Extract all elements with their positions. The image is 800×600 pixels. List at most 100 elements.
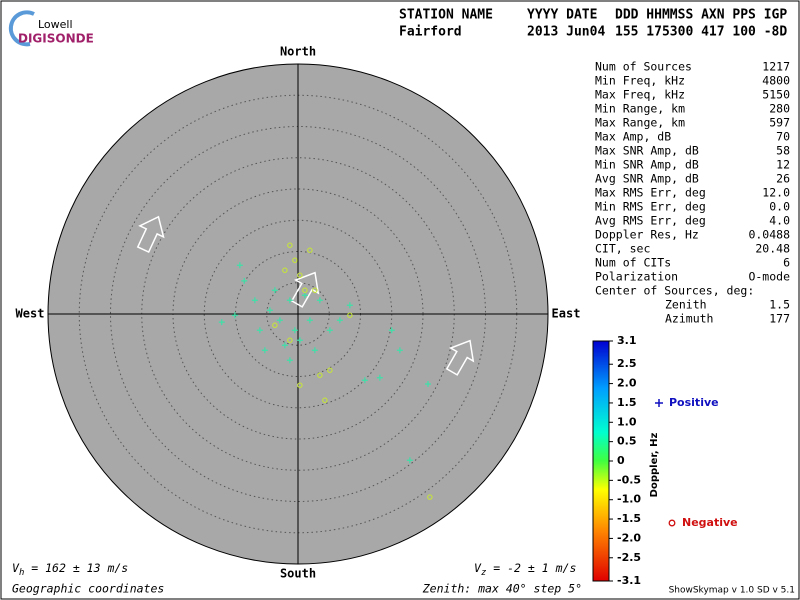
center-value: 1.5 bbox=[769, 298, 790, 312]
vh-sub: h bbox=[19, 568, 24, 578]
header-value: 155 175300 417 100 -8D bbox=[615, 25, 787, 40]
source-point bbox=[271, 287, 278, 294]
stat-label: Num of CITs bbox=[595, 256, 671, 270]
source-point bbox=[312, 287, 318, 293]
source-point bbox=[292, 257, 298, 263]
east-label: East bbox=[552, 307, 581, 321]
north-label: North bbox=[280, 45, 316, 59]
source-point bbox=[301, 292, 308, 299]
vz-symbol: V bbox=[474, 561, 482, 575]
source-point bbox=[425, 381, 431, 387]
source-point bbox=[306, 317, 313, 324]
stat-label: Num of Sources bbox=[595, 60, 692, 74]
stat-value: 4.0 bbox=[769, 214, 790, 228]
drift-arrow bbox=[290, 271, 320, 308]
source-point bbox=[327, 367, 333, 373]
source-point bbox=[272, 322, 278, 328]
legend-entry: Negative bbox=[682, 516, 738, 529]
source-point bbox=[287, 337, 293, 343]
stat-value: O-mode bbox=[748, 270, 790, 284]
source-point bbox=[388, 327, 395, 334]
stat-value: 5150 bbox=[762, 88, 790, 102]
header-label: STATION NAME bbox=[399, 8, 493, 23]
source-point bbox=[286, 297, 293, 304]
header-value: Fairford bbox=[399, 25, 462, 40]
stat-value: 0.0 bbox=[769, 200, 790, 214]
stat-value: 1217 bbox=[762, 60, 790, 74]
source-point bbox=[287, 242, 293, 248]
source-point bbox=[276, 317, 283, 324]
vz-sub: z bbox=[481, 568, 486, 578]
vz-label: Vz = -2 ± 1 m/s bbox=[474, 561, 576, 578]
stat-label: CIT, sec bbox=[595, 242, 650, 256]
colorbar-tick-label: 0 bbox=[617, 454, 625, 467]
colorbar-tick-label: 2.0 bbox=[617, 377, 637, 390]
source-point bbox=[296, 337, 303, 344]
logo-top: Lowell bbox=[38, 18, 73, 31]
stat-value: 4800 bbox=[762, 74, 790, 88]
source-point bbox=[282, 267, 288, 273]
source-point bbox=[236, 262, 243, 269]
stat-label: Max RMS Err, deg bbox=[595, 186, 706, 200]
source-point bbox=[281, 342, 288, 349]
legend-marker bbox=[655, 399, 663, 407]
source-point bbox=[261, 347, 268, 354]
center-label: Azimuth bbox=[665, 312, 713, 326]
stat-value: 280 bbox=[769, 102, 790, 116]
source-point bbox=[311, 347, 318, 354]
stat-label: Max SNR Amp, dB bbox=[595, 144, 699, 158]
legend-entry: Positive bbox=[669, 396, 719, 409]
stat-value: 20.48 bbox=[755, 242, 790, 256]
colorbar-tick-label: 0.5 bbox=[617, 435, 637, 448]
vh-text: = 162 ± 13 m/s bbox=[24, 561, 128, 575]
stat-value: 26 bbox=[776, 172, 790, 186]
stat-value: 70 bbox=[776, 130, 790, 144]
source-point bbox=[396, 347, 403, 354]
source-point bbox=[291, 327, 298, 334]
vh-label: Vh = 162 ± 13 m/s bbox=[12, 561, 128, 578]
source-point bbox=[322, 397, 328, 403]
header-value: 2013 Jun04 bbox=[527, 25, 605, 40]
stat-value: 12.0 bbox=[762, 186, 790, 200]
vz-text: = -2 ± 1 m/s bbox=[486, 561, 576, 575]
stat-value: 12 bbox=[776, 158, 790, 172]
south-label: South bbox=[280, 567, 316, 581]
logo-bottom: DIGISONDE bbox=[18, 32, 94, 46]
source-point bbox=[316, 297, 323, 304]
source-point bbox=[297, 272, 303, 278]
colorbar-tick-label: 1.0 bbox=[617, 415, 637, 428]
source-point bbox=[336, 317, 343, 324]
source-point bbox=[361, 377, 368, 384]
source-point bbox=[251, 297, 258, 304]
header-label: DDD HHMMSS AXN PPS IGP bbox=[615, 8, 787, 23]
source-point bbox=[286, 357, 293, 364]
source-point bbox=[317, 372, 323, 378]
stat-label: Max Range, km bbox=[595, 116, 685, 130]
west-label: West bbox=[16, 307, 45, 321]
stat-label: Min RMS Err, deg bbox=[595, 200, 706, 214]
source-point bbox=[297, 382, 303, 388]
drift-arrow bbox=[445, 339, 475, 376]
source-point bbox=[218, 319, 225, 326]
stat-label: Max Freq, kHz bbox=[595, 88, 685, 102]
colorbar-tick-label: -0.5 bbox=[617, 473, 641, 486]
colorbar-tick-label: -2.5 bbox=[617, 551, 641, 564]
colorbar-label: Doppler, Hz bbox=[649, 433, 660, 498]
source-point bbox=[266, 307, 273, 314]
stat-value: 6 bbox=[783, 256, 790, 270]
colorbar-tick-label: 3.1 bbox=[617, 334, 637, 347]
stat-label: Avg RMS Err, deg bbox=[595, 214, 706, 228]
stat-value: 0.0488 bbox=[748, 228, 790, 242]
source-point bbox=[231, 312, 238, 319]
center-value: 177 bbox=[769, 312, 790, 326]
stat-label: Max Amp, dB bbox=[595, 130, 671, 144]
source-point bbox=[256, 327, 263, 334]
colorbar-tick-label: -1.0 bbox=[617, 493, 641, 506]
stat-label: Avg SNR Amp, dB bbox=[595, 172, 699, 186]
colorbar-tick-label: 1.5 bbox=[617, 396, 637, 409]
stat-label: Min Freq, kHz bbox=[595, 74, 685, 88]
stat-label: Min SNR Amp, dB bbox=[595, 158, 699, 172]
source-point bbox=[307, 247, 313, 253]
center-label: Zenith bbox=[665, 298, 707, 312]
